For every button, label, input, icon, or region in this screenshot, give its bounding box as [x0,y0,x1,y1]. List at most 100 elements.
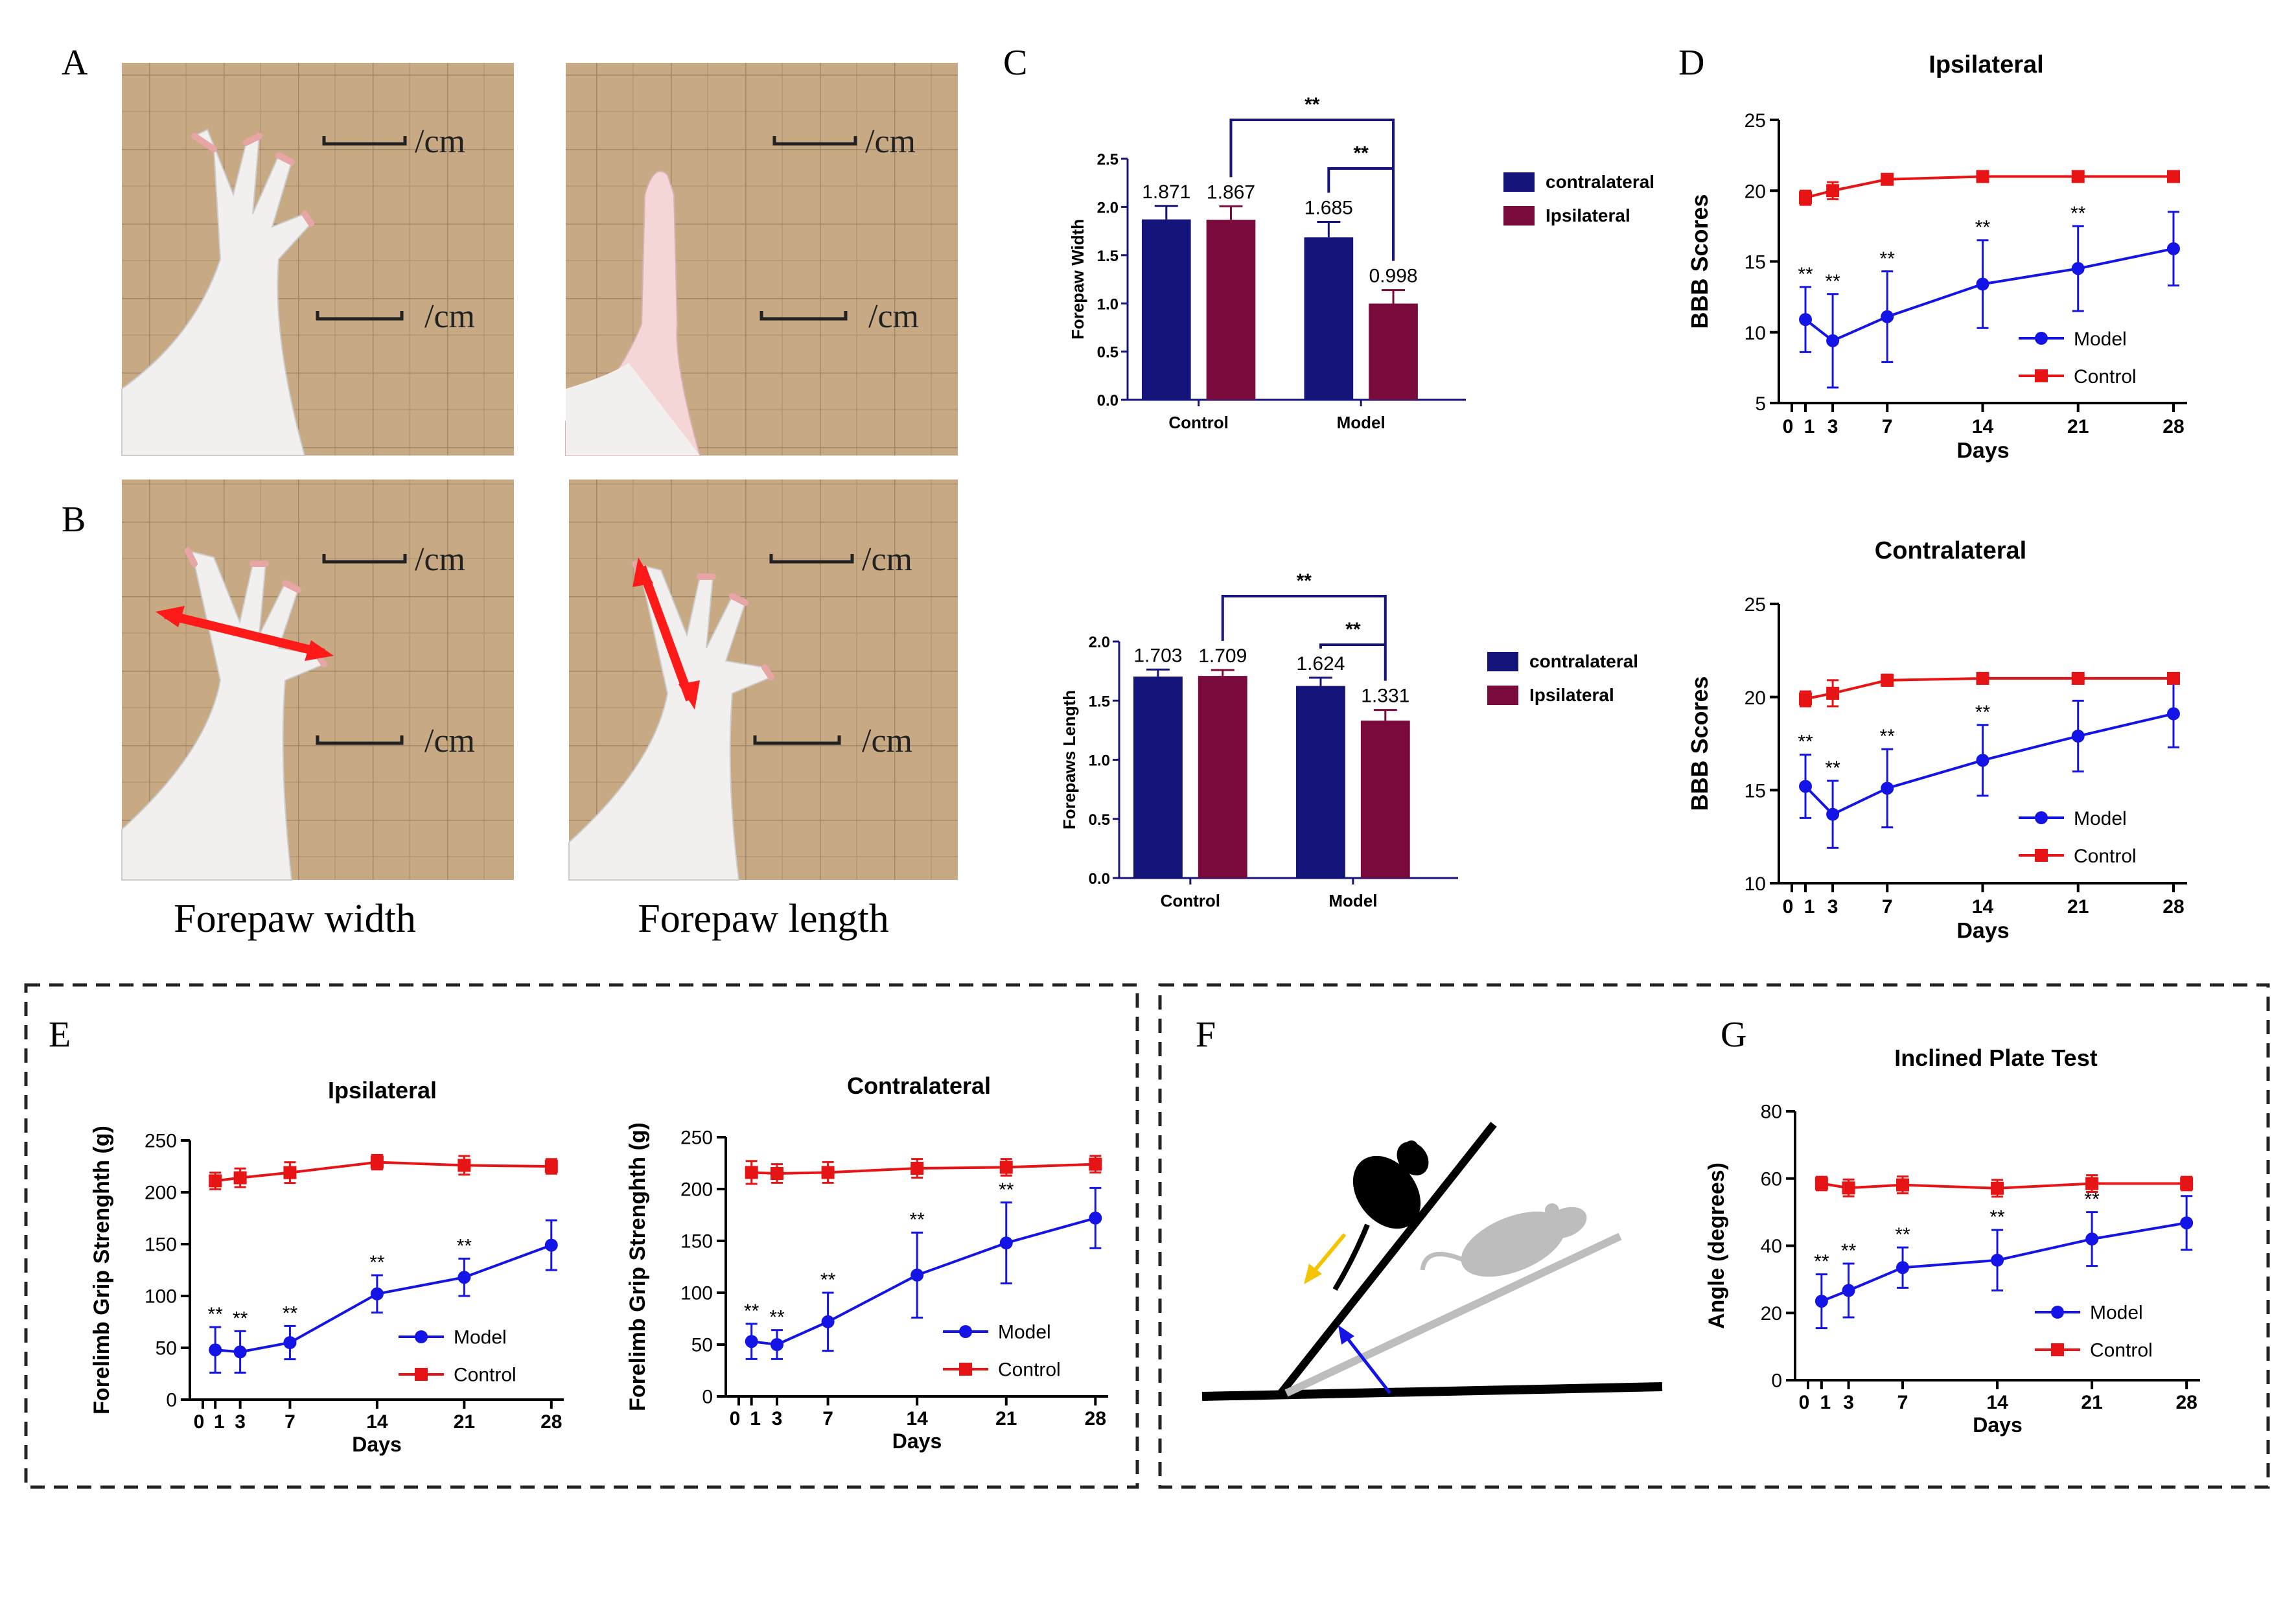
D2-control-point [2071,671,2085,685]
D2-model-point [1976,754,1989,767]
C1-bracket-between [1229,119,1395,261]
D2-significance-mark: ** [1975,702,1991,723]
C2-y-tick-label: 1.0 [1089,752,1110,770]
E1-y-tick-label: 250 [145,1131,177,1152]
E1-y-tick-label: 50 [156,1338,177,1359]
G-x-tick-label: 14 [1986,1392,2008,1413]
C2-y-label: Forepaws Length [1060,690,1079,829]
E1-significance-mark: ** [283,1302,298,1324]
D1-x-tick-label: 7 [1882,416,1893,437]
E1-title: Ipsilateral [328,1077,437,1104]
D2-model-point [2071,730,2085,743]
D1-model-point [1976,277,1989,291]
C2-x-tick-label: Model [1328,891,1377,910]
rat-gray-icon [1420,1203,1587,1277]
C1-bar-ipsilateral [1206,220,1256,400]
G-significance-mark: ** [1989,1207,2005,1228]
E1-control-point [370,1155,384,1169]
G-y-tick-label: 80 [1761,1102,1782,1123]
C2-legend-swatch [1487,652,1518,671]
photo-scale-label: /cm [424,723,475,759]
D1-x-tick-label: 21 [2067,416,2089,437]
E2-control-point [999,1161,1013,1174]
E2-model-point [910,1268,924,1282]
G-significance-mark: ** [1895,1224,1910,1245]
E2-x-tick-label: 28 [1085,1408,1106,1429]
C2-x-tick-label: Control [1161,891,1220,910]
D2-legend-label: Control [2074,846,2137,867]
D1-significance-mark: ** [1825,271,1840,292]
E1-model-point [283,1336,297,1349]
C2-bar-ipsilateral [1360,721,1410,878]
D2-control-point [1799,692,1813,706]
G-series-model-line [1821,1221,2187,1302]
D1-legend-label: Model [2074,329,2127,350]
G-legend-marker [2051,1306,2064,1319]
D2-x-label: Days [1956,918,2009,943]
D2-x-tick-label: 1 [1804,896,1815,918]
C2-bracket-within [1319,643,1386,649]
G-model-point [1991,1253,2004,1267]
D1-significance-mark: ** [2070,203,2086,224]
G-legend-label: Control [2090,1340,2153,1361]
D2-model-point [1799,780,1813,793]
C2-bar-contralateral [1133,676,1183,878]
C1-value-label: 1.867 [1207,181,1255,203]
G-legend-label: Model [2090,1302,2143,1324]
D1-legend-label: Control [2074,366,2137,387]
D1-series-model-line [1804,247,2174,343]
G-control-point [1896,1178,1910,1192]
E2-control-point [1089,1157,1102,1171]
E2-control-point [910,1162,924,1175]
photo-a-left [121,63,514,456]
panel-letter-c: C [1003,43,1027,83]
D1-control-point [1881,172,1894,186]
E1-x-tick-label: 1 [214,1411,225,1433]
E1-legend-label: Control [454,1365,516,1386]
E1-x-label: Days [352,1433,402,1456]
E2-legend-label: Control [998,1359,1061,1381]
C1-y-tick-label: 1.5 [1097,248,1119,265]
panel-letter-b: B [62,500,86,540]
E2-model-point [999,1236,1013,1250]
C1-y-tick-label: 0.5 [1097,344,1119,362]
E2-y-tick-label: 0 [702,1387,713,1408]
rat-black-icon [1332,1140,1429,1291]
E1-model-point [458,1271,471,1284]
E1-legend-marker [415,1330,428,1343]
angle-arrow [1338,1325,1391,1394]
D1-x-tick-label: 0 [1783,416,1794,437]
C1-y-tick-label: 1.0 [1097,295,1119,313]
D2-x-tick-label: 14 [1972,896,1994,918]
D1-x-tick-label: 3 [1827,416,1838,437]
E2-significance-mark: ** [769,1307,785,1328]
G-x-label: Days [1973,1413,2023,1437]
photo-caption-width: Forepaw width [174,897,416,941]
E2-y-tick-label: 150 [680,1231,713,1253]
E2-x-label: Days [892,1429,942,1453]
D1-significance-mark: ** [1975,217,1991,238]
D1-y-tick-label: 15 [1745,252,1766,273]
E2-y-tick-label: 50 [691,1335,713,1356]
panel-letter-d: D [1678,43,1704,83]
E1-x-tick-label: 3 [235,1411,246,1433]
G-x-tick-label: 21 [2081,1392,2102,1413]
panel-letter-a: A [62,43,88,83]
photo-scale-label: /cm [424,298,475,335]
E1-x-tick-label: 0 [194,1411,205,1433]
slide-direction-arrow [1304,1233,1347,1284]
D1-model-point [2166,242,2180,255]
E2-significance-mark: ** [744,1301,760,1322]
D1-title: Ipsilateral [1929,51,2043,78]
D1-x-label: Days [1956,438,2009,463]
D2-legend-marker [2035,849,2048,862]
C2-value-label: 1.624 [1296,653,1345,675]
G-control-point [1991,1181,2004,1195]
G-significance-mark: ** [1841,1240,1857,1262]
G-control-point [2085,1177,2099,1190]
C2-bar-contralateral [1296,686,1345,878]
E1-y-tick-label: 150 [145,1234,177,1256]
photo-a-right [565,63,958,456]
E2-legend-marker [959,1363,972,1376]
